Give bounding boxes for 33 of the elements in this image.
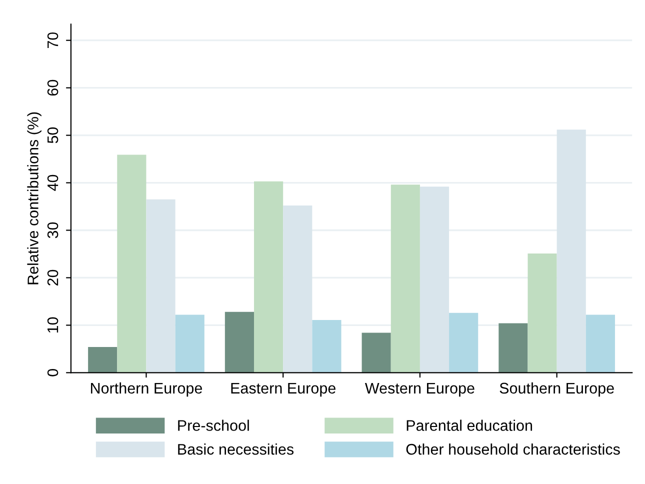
bar [88,347,118,373]
bar [146,199,176,373]
bar [224,312,254,373]
y-tick-label: 60 [47,80,58,96]
x-tick-label: Northern Europe [91,382,202,397]
bar [556,130,586,373]
legend-label: Pre-school [178,420,249,431]
y-tick-label: 0 [47,369,58,376]
legend-label: Parental education [406,420,532,431]
y-tick-label: 20 [47,270,58,286]
bar [420,186,450,373]
legend-label: Other household characteristics [406,444,620,455]
bar [283,206,312,373]
bar [362,332,391,373]
bar [175,314,204,373]
bar [117,154,146,373]
bar [390,184,420,373]
bar [498,323,528,373]
bar [449,312,478,373]
y-axis-title: Relative contributions (%) [27,112,42,284]
bar [254,181,284,373]
x-tick-label: Western Europe [364,382,474,397]
y-tick-label: 30 [47,222,58,238]
y-tick-label: 10 [47,317,58,333]
bar [586,314,615,373]
y-tick-label: 40 [47,174,58,191]
x-tick-label: Eastern Europe [231,382,336,397]
bar [312,320,342,373]
x-tick-label: Southern Europe [500,382,614,397]
y-tick-label: 70 [47,32,58,48]
bar [528,254,557,373]
y-tick-label: 50 [47,127,58,144]
legend-label: Basic necessities [178,444,294,455]
